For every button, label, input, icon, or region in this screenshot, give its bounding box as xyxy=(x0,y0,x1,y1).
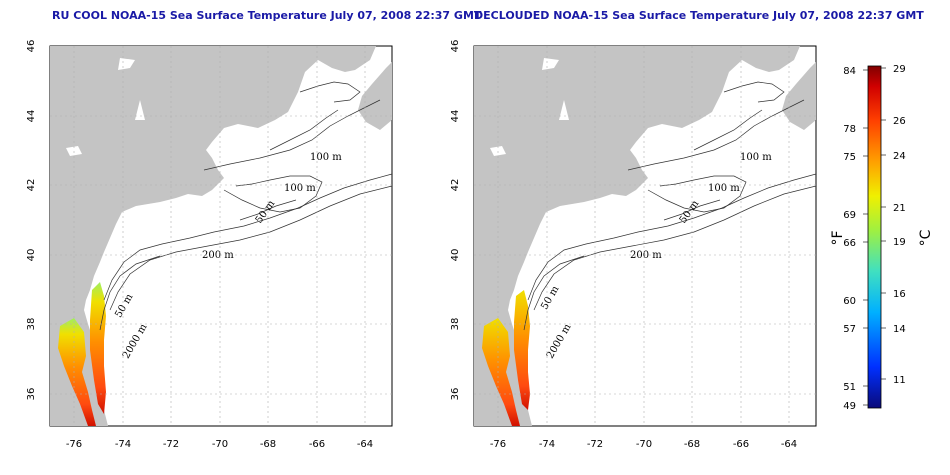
fahrenheit-tick-label: 60 xyxy=(843,296,856,307)
fahrenheit-tick-label: 49 xyxy=(843,401,856,412)
right-lon-tick: -74 xyxy=(539,439,555,450)
right-bathymetry-contours xyxy=(523,81,817,331)
left-lon-tick: -66 xyxy=(309,439,325,450)
right-lon-ticks: -76 -74 -72 -70 -68 -66 -64 xyxy=(490,439,797,450)
celsius-tick-label: 19 xyxy=(893,237,906,248)
right-lon-tick: -64 xyxy=(781,439,797,450)
right-lat-tick: 44 xyxy=(450,110,461,123)
celsius-tick-label: 29 xyxy=(893,64,906,75)
right-lat-tick: 40 xyxy=(450,249,461,262)
fahrenheit-tick-labels: 84 78 75 69 66 60 57 51 49 xyxy=(843,66,856,412)
fahrenheit-tick-label: 51 xyxy=(843,382,856,393)
left-contour-label-100m-a: 100 m xyxy=(310,152,342,163)
left-lon-tick: -70 xyxy=(212,439,228,450)
right-lon-tick: -76 xyxy=(490,439,506,450)
celsius-tick-label: 16 xyxy=(893,289,906,300)
right-contour-label-100m-a: 100 m xyxy=(740,152,772,163)
colorbar: 84 78 75 69 66 60 57 51 49 29 26 24 21 1… xyxy=(830,64,934,412)
left-lon-tick: -74 xyxy=(115,439,131,450)
left-lat-tick: 38 xyxy=(26,318,37,331)
celsius-tick-label: 11 xyxy=(893,375,906,386)
right-lon-tick: -72 xyxy=(587,439,603,450)
left-lat-ticks: 46 44 42 40 38 36 xyxy=(26,40,37,401)
right-lon-tick: -70 xyxy=(636,439,652,450)
left-sst-chesapeake xyxy=(58,318,96,426)
left-lat-tick: 36 xyxy=(26,388,37,401)
left-lon-ticks: -76 -74 -72 -70 -68 -66 -64 xyxy=(66,439,373,450)
left-contour-label-200m: 200 m xyxy=(202,250,234,261)
fahrenheit-axis-label: °F xyxy=(830,230,846,245)
left-land xyxy=(50,46,392,426)
left-lat-tick: 42 xyxy=(26,179,37,192)
left-bathymetry-contours xyxy=(99,81,393,331)
celsius-ticks xyxy=(881,67,886,380)
right-contour-label-200m: 200 m xyxy=(630,250,662,261)
colorbar-gradient xyxy=(867,65,882,409)
fahrenheit-tick-label: 84 xyxy=(843,66,856,77)
right-panel-title: DECLOUDED NOAA-15 Sea Surface Temperatur… xyxy=(474,9,924,22)
fahrenheit-ticks xyxy=(863,69,868,406)
right-lat-tick: 46 xyxy=(450,40,461,53)
left-lon-tick: -64 xyxy=(357,439,373,450)
left-gridlines xyxy=(50,46,392,426)
fahrenheit-tick-label: 57 xyxy=(843,324,856,335)
left-panel-title: RU COOL NOAA-15 Sea Surface Temperature … xyxy=(52,9,482,22)
left-contour-label-100m-b: 100 m xyxy=(284,183,316,194)
right-lat-tick: 36 xyxy=(450,388,461,401)
left-map-panel: 100 m 100 m 50 m 200 m 50 m 2000 m -76 -… xyxy=(26,40,393,450)
right-sst-chesapeake xyxy=(482,318,520,426)
left-lat-tick: 40 xyxy=(26,249,37,262)
left-lon-tick: -76 xyxy=(66,439,82,450)
fahrenheit-tick-label: 66 xyxy=(843,238,856,249)
right-lat-tick: 38 xyxy=(450,318,461,331)
right-lon-tick: -68 xyxy=(684,439,700,450)
right-gridlines xyxy=(474,46,816,426)
left-lat-tick: 44 xyxy=(26,110,37,123)
right-lat-tick: 42 xyxy=(450,179,461,192)
right-contour-label-100m-b: 100 m xyxy=(708,183,740,194)
celsius-tick-labels: 29 26 24 21 19 16 14 11 xyxy=(893,64,906,386)
left-lon-tick: -68 xyxy=(260,439,276,450)
celsius-tick-label: 24 xyxy=(893,151,906,162)
right-land xyxy=(474,46,816,426)
left-sst-shelf xyxy=(90,282,106,414)
celsius-tick-label: 21 xyxy=(893,203,906,214)
celsius-tick-label: 14 xyxy=(893,324,906,335)
fahrenheit-tick-label: 69 xyxy=(843,210,856,221)
celsius-axis-label: °C xyxy=(918,229,934,246)
right-lat-ticks: 46 44 42 40 38 36 xyxy=(450,40,461,401)
left-lon-tick: -72 xyxy=(163,439,179,450)
right-lon-tick: -66 xyxy=(733,439,749,450)
celsius-tick-label: 26 xyxy=(893,116,906,127)
left-lat-tick: 46 xyxy=(26,40,37,53)
left-lakes xyxy=(66,58,145,156)
fahrenheit-tick-label: 78 xyxy=(843,124,856,135)
right-map-panel: 100 m 100 m 50 m 200 m 50 m 2000 m -76 -… xyxy=(450,40,817,450)
fahrenheit-tick-label: 75 xyxy=(843,152,856,163)
